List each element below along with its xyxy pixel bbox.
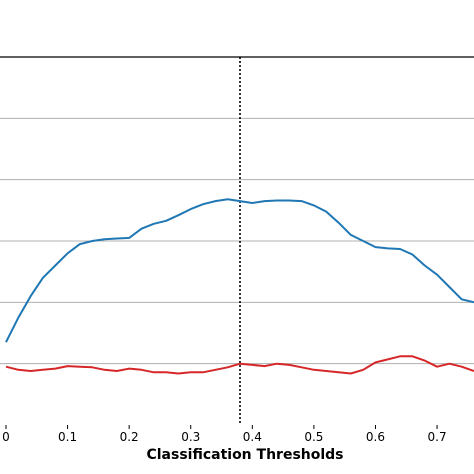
x-tick-label: 0.5 <box>304 430 323 444</box>
x-tick-label: 0.6 <box>366 430 385 444</box>
series-line-2 <box>5 355 474 375</box>
series-layer <box>5 198 474 375</box>
series-line-1 <box>5 198 474 343</box>
x-tick-label: 0.1 <box>58 430 77 444</box>
x-tick-label: 0 <box>2 430 10 444</box>
x-axis-ticks: 0 0.1 0.2 0.3 0.4 0.5 0.6 0.7 <box>2 425 447 444</box>
x-tick-label: 0.3 <box>181 430 200 444</box>
x-tick-label: 0.2 <box>120 430 139 444</box>
x-tick-label: 0.4 <box>243 430 262 444</box>
x-tick-label: 0.7 <box>428 430 447 444</box>
gridlines <box>0 117 474 365</box>
x-axis-title: Classification Thresholds <box>146 447 343 463</box>
